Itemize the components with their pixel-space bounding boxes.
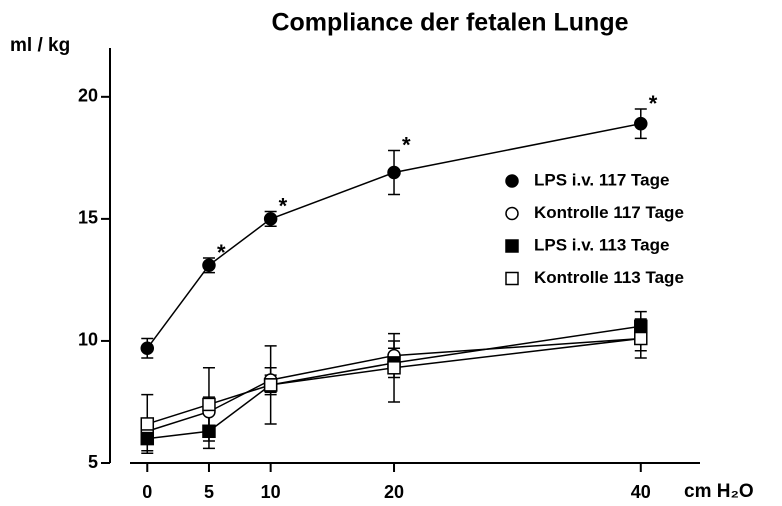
annotation: * xyxy=(649,91,658,116)
legend-label: LPS i.v. 117 Tage xyxy=(534,170,669,189)
annotation: * xyxy=(402,132,411,157)
data-point xyxy=(387,361,401,375)
data-point xyxy=(202,424,216,439)
y-tick-label: 5 xyxy=(88,452,98,472)
x-tick-label: 40 xyxy=(631,482,651,502)
legend-marker xyxy=(505,206,519,221)
legend-label: Kontrolle 113 Tage xyxy=(534,268,684,287)
legend-label: Kontrolle 117 Tage xyxy=(534,203,684,222)
legend-label: LPS i.v. 113 Tage xyxy=(534,235,669,254)
legend-marker xyxy=(505,239,519,253)
x-tick-label: 10 xyxy=(261,482,281,502)
y-tick-label: 15 xyxy=(78,208,98,228)
data-point xyxy=(634,116,648,131)
data-point xyxy=(634,319,648,334)
chart-title: Compliance der fetalen Lunge xyxy=(271,9,628,37)
legend-marker xyxy=(505,174,519,188)
data-point xyxy=(263,378,278,392)
data-point xyxy=(140,431,155,446)
x-tick-label: 0 xyxy=(142,482,152,502)
data-point xyxy=(387,165,401,180)
y-tick-label: 10 xyxy=(78,330,98,350)
y-tick-label: 20 xyxy=(78,86,98,106)
data-point xyxy=(140,417,155,431)
data-point xyxy=(202,397,216,412)
data-point xyxy=(263,212,278,226)
data-point xyxy=(634,331,648,346)
y-axis-label: ml / kg xyxy=(10,35,70,56)
legend-marker xyxy=(505,271,519,286)
data-point xyxy=(140,341,155,356)
data-point xyxy=(202,258,216,273)
x-axis-label: cm H₂O xyxy=(684,481,754,502)
annotation: * xyxy=(279,193,288,218)
annotation: * xyxy=(217,240,226,265)
x-tick-label: 20 xyxy=(384,482,404,502)
x-tick-label: 5 xyxy=(204,482,214,502)
